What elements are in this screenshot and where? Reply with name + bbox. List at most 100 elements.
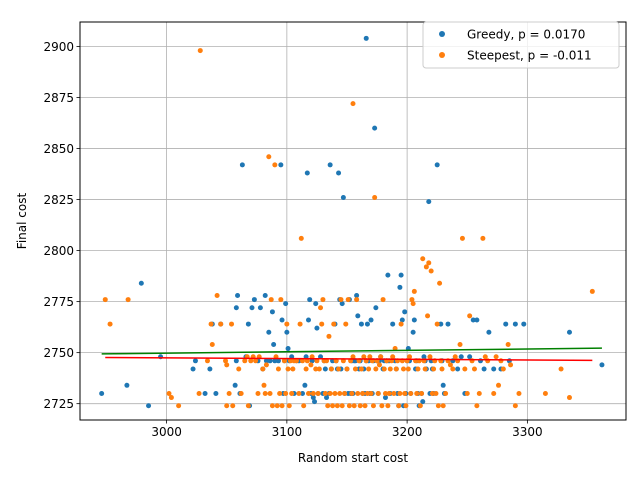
scatter-point bbox=[345, 297, 351, 303]
scatter-point bbox=[245, 321, 251, 327]
scatter-point bbox=[249, 305, 255, 311]
scatter-point bbox=[290, 366, 296, 372]
scatter-point bbox=[324, 395, 330, 401]
scatter-point bbox=[257, 305, 263, 311]
scatter-point bbox=[402, 390, 408, 396]
scatter-point bbox=[435, 403, 441, 409]
legend-label-greedy: Greedy, p = 0.0170 bbox=[467, 28, 585, 42]
scatter-point bbox=[298, 235, 304, 241]
scatter-point bbox=[271, 341, 277, 347]
scatter-point bbox=[306, 317, 311, 323]
scatter-point bbox=[330, 403, 336, 409]
scatter-point bbox=[318, 354, 324, 360]
scatter-point bbox=[334, 403, 340, 409]
scatter-point bbox=[226, 390, 232, 396]
scatter-point bbox=[415, 366, 421, 372]
scatter-point bbox=[380, 297, 386, 303]
scatter-point bbox=[315, 390, 321, 396]
scatter-point bbox=[385, 272, 391, 278]
scatter-point bbox=[297, 321, 303, 327]
scatter-point bbox=[272, 358, 278, 364]
scatter-point bbox=[373, 305, 379, 311]
scatter-point bbox=[314, 358, 320, 364]
scatter-point bbox=[248, 358, 254, 364]
scatter-point bbox=[223, 358, 229, 364]
scatter-point bbox=[457, 341, 463, 347]
scatter-point bbox=[408, 390, 414, 396]
y-tick-label: 2750 bbox=[43, 346, 74, 360]
scatter-point bbox=[381, 366, 387, 372]
scatter-point bbox=[390, 354, 396, 360]
scatter-point bbox=[304, 358, 310, 364]
scatter-point bbox=[299, 390, 305, 396]
scatter-point bbox=[452, 354, 458, 360]
y-tick-label: 2825 bbox=[43, 193, 74, 207]
scatter-point bbox=[275, 366, 281, 372]
scatter-point bbox=[320, 297, 326, 303]
x-tick-label: 3200 bbox=[392, 425, 423, 439]
scatter-point bbox=[138, 280, 144, 286]
plot-frame bbox=[79, 21, 627, 421]
scatter-point bbox=[230, 403, 236, 409]
scatter-point bbox=[399, 317, 405, 323]
scatter-point bbox=[262, 390, 268, 396]
scatter-point bbox=[375, 390, 381, 396]
scatter-point bbox=[427, 354, 433, 360]
y-tick-label: 2875 bbox=[43, 91, 74, 105]
scatter-point bbox=[467, 313, 473, 319]
scatter-point bbox=[260, 366, 266, 372]
scatter-point bbox=[391, 390, 397, 396]
scatter-point bbox=[496, 382, 502, 388]
scatter-point bbox=[470, 317, 476, 323]
scatter-point bbox=[107, 321, 113, 327]
scatter-point bbox=[458, 354, 464, 360]
scatter-point bbox=[274, 403, 280, 409]
scatter-point bbox=[376, 362, 382, 368]
scatter-point bbox=[410, 301, 416, 307]
scatter-point bbox=[318, 305, 324, 311]
scatter-point bbox=[440, 382, 446, 388]
scatter-point bbox=[102, 297, 108, 303]
scatter-point bbox=[350, 101, 356, 107]
scatter-point bbox=[354, 293, 360, 298]
scatter-point bbox=[279, 317, 285, 323]
scatter-point bbox=[542, 390, 548, 396]
scatter-point bbox=[316, 366, 322, 372]
scatter-point bbox=[516, 390, 522, 396]
scatter-point bbox=[285, 346, 291, 352]
scatter-point bbox=[314, 325, 320, 331]
y-tick-label: 2850 bbox=[43, 142, 74, 156]
scatter-point bbox=[190, 366, 196, 372]
scatter-point bbox=[429, 390, 435, 396]
scatter-point bbox=[284, 321, 290, 327]
scatter-point bbox=[434, 162, 440, 168]
scatter-point bbox=[278, 162, 284, 168]
steepest-trend-line bbox=[105, 356, 593, 362]
scatter-point bbox=[421, 354, 427, 360]
legend: Greedy, p = 0.0170 Steepest, p = -0.011 bbox=[422, 21, 620, 69]
scatter-point bbox=[197, 48, 203, 54]
scatter-point bbox=[214, 293, 220, 298]
scatter-point bbox=[566, 395, 572, 401]
scatter-point bbox=[269, 309, 275, 315]
scatter-point bbox=[266, 154, 272, 160]
scatter-point bbox=[279, 403, 285, 409]
scatter-point bbox=[476, 390, 482, 396]
scatter-point bbox=[373, 366, 379, 372]
scatter-point bbox=[336, 366, 342, 372]
scatter-point bbox=[253, 358, 259, 364]
scatter-point bbox=[343, 321, 349, 327]
scatter-point bbox=[362, 403, 368, 409]
scatter-point bbox=[410, 329, 416, 335]
scatter-point bbox=[422, 366, 428, 372]
scatter-point bbox=[289, 390, 295, 396]
scatter-point bbox=[322, 390, 328, 396]
y-tick-label: 2775 bbox=[43, 295, 74, 309]
scatter-point bbox=[306, 390, 311, 396]
scatter-point bbox=[443, 390, 449, 396]
scatter-point bbox=[508, 362, 514, 368]
scatter-point bbox=[284, 329, 290, 335]
scatter-point bbox=[396, 403, 402, 409]
scatter-point bbox=[409, 297, 415, 303]
